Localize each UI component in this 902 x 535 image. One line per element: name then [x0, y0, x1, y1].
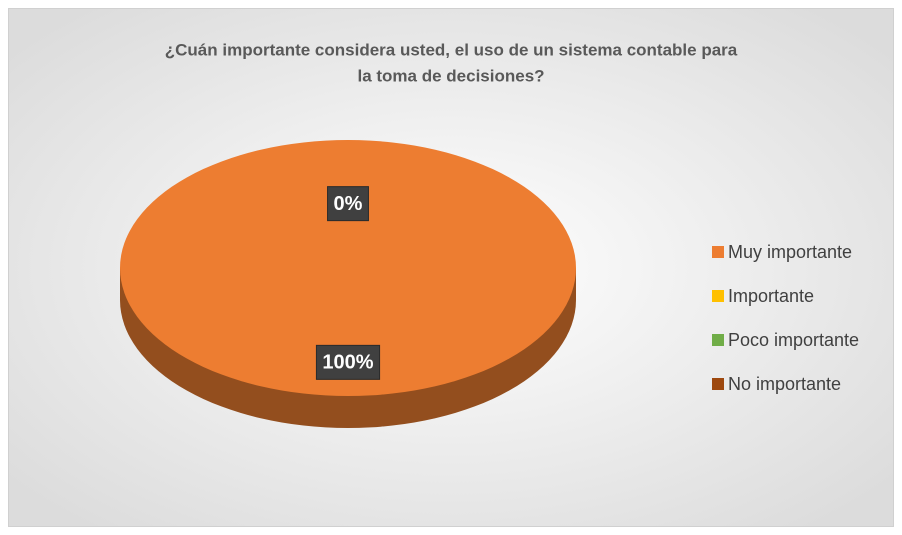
legend-swatch — [712, 290, 724, 302]
data-label: 0% — [327, 186, 369, 222]
data-label-text: 100% — [322, 352, 373, 374]
chart-title: ¿Cuán importante considera usted, el uso… — [165, 40, 738, 59]
legend-label: Muy importante — [728, 242, 852, 262]
pie-tops — [120, 140, 576, 396]
legend-label: Importante — [728, 286, 814, 306]
legend-label: Poco importante — [728, 330, 859, 350]
data-label-box — [315, 344, 381, 380]
legend-label: No importante — [728, 374, 841, 394]
legend-swatch — [712, 334, 724, 346]
legend-swatch — [712, 246, 724, 258]
data-label: 100% — [315, 344, 381, 380]
data-label-text: 0% — [334, 193, 363, 215]
data-label-box — [327, 186, 369, 222]
legend-swatch — [712, 378, 724, 390]
pie-slice — [120, 140, 576, 396]
chart-title: la toma de decisiones? — [357, 66, 544, 85]
